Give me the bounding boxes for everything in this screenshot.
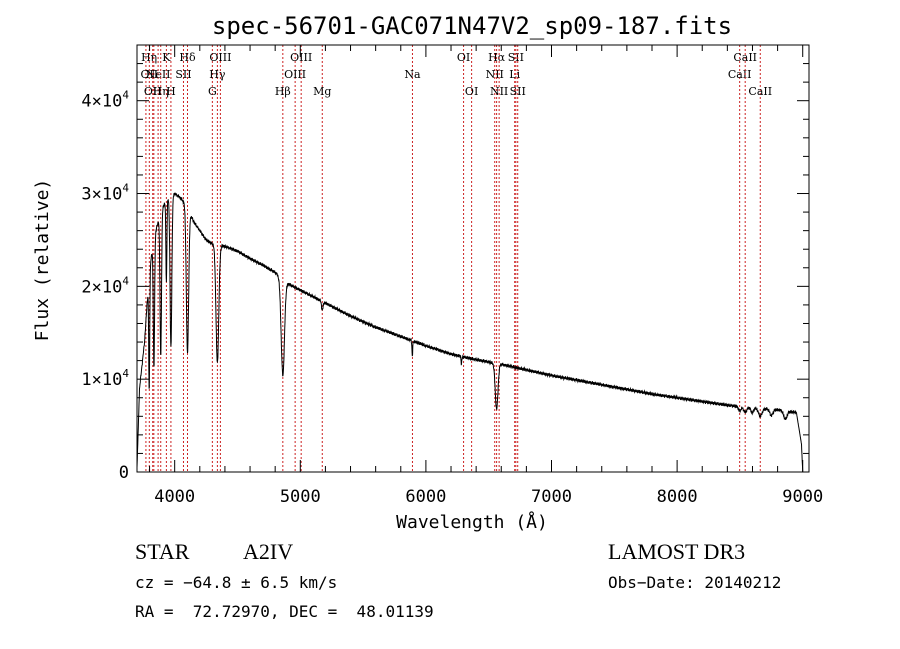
line-marker-label: OI — [465, 85, 478, 98]
y-tick-label: 2×104 — [81, 274, 129, 297]
line-marker-label: Na — [404, 68, 421, 81]
line-marker-label: NII — [490, 85, 508, 98]
y-axis-title: Flux (relative) — [32, 179, 53, 342]
line-marker-label: H — [166, 85, 176, 98]
observation-date: Obs−Date: 20140212 — [608, 573, 782, 592]
x-tick-label: 4000 — [154, 487, 195, 507]
y-tick-labels: 0 1×104 2×104 3×104 4×104 — [81, 89, 129, 483]
spectrum-chart: spec-56701-GAC071N47V2_sp09-187.fits H OI… — [32, 12, 823, 533]
plot-frame — [136, 44, 810, 473]
line-marker-label: η — [151, 51, 158, 64]
line-marker-label: OIII — [284, 68, 306, 81]
line-marker-label: CaII — [733, 51, 757, 64]
sky-coordinates: RA = 72.72970, DEC = 48.01139 — [135, 602, 434, 621]
line-marker-label: Hγ — [209, 68, 226, 81]
line-marker-label: SII — [508, 51, 524, 64]
axis-ticks — [137, 45, 809, 473]
line-marker-label: Hδ — [179, 51, 196, 64]
line-marker-label: SII — [175, 68, 191, 81]
y-tick-label: 0 — [119, 463, 129, 483]
line-marker-label: Li — [509, 68, 520, 81]
x-tick-label: 6000 — [405, 487, 446, 507]
line-marker-label: G — [208, 85, 217, 98]
line-marker-label: OII — [144, 85, 162, 98]
line-marker-label: Hβ — [275, 85, 291, 98]
line-marker-label: NeII — [146, 68, 171, 81]
line-marker-label: OI — [457, 51, 470, 64]
y-tick-label: 1×104 — [81, 367, 129, 390]
x-tick-label: 8000 — [657, 487, 698, 507]
y-tick-label: 3×104 — [81, 182, 129, 205]
line-marker-label: Mg — [313, 85, 331, 98]
survey-name: LAMOST DR3 — [608, 539, 746, 564]
line-marker-label: OIII — [290, 51, 312, 64]
chart-title: spec-56701-GAC071N47V2_sp09-187.fits — [212, 12, 732, 40]
line-marker-label: OIII — [209, 51, 231, 64]
line-marker-label: H — [141, 51, 151, 64]
emission-line-markers: HOIIOIIηNeIIHηKHSIIHδGHγOIIIHβOIIIOIIIMg… — [140, 45, 772, 472]
x-tick-label: 9000 — [782, 487, 823, 507]
line-marker-label: Hη — [153, 85, 169, 98]
line-marker-label: CaII — [748, 85, 772, 98]
line-marker-label: SII — [510, 85, 526, 98]
line-marker-label: CaII — [728, 68, 752, 81]
x-tick-labels: 4000 5000 6000 7000 8000 9000 — [154, 487, 823, 507]
line-marker-label: K — [162, 51, 171, 64]
x-tick-label: 7000 — [531, 487, 572, 507]
spectrum-line — [136, 192, 804, 473]
line-marker-label: Hα — [488, 51, 506, 64]
line-marker-label: NII — [486, 68, 504, 81]
object-type: STAR — [135, 539, 190, 564]
x-axis-title: Wavelength (Å) — [396, 511, 548, 533]
redshift-value: cz = −64.8 ± 6.5 km/s — [135, 573, 338, 592]
spectral-subclass: A2IV — [243, 539, 294, 564]
y-tick-label: 4×104 — [81, 89, 129, 112]
x-tick-label: 5000 — [280, 487, 321, 507]
spectrum-series — [136, 192, 804, 473]
